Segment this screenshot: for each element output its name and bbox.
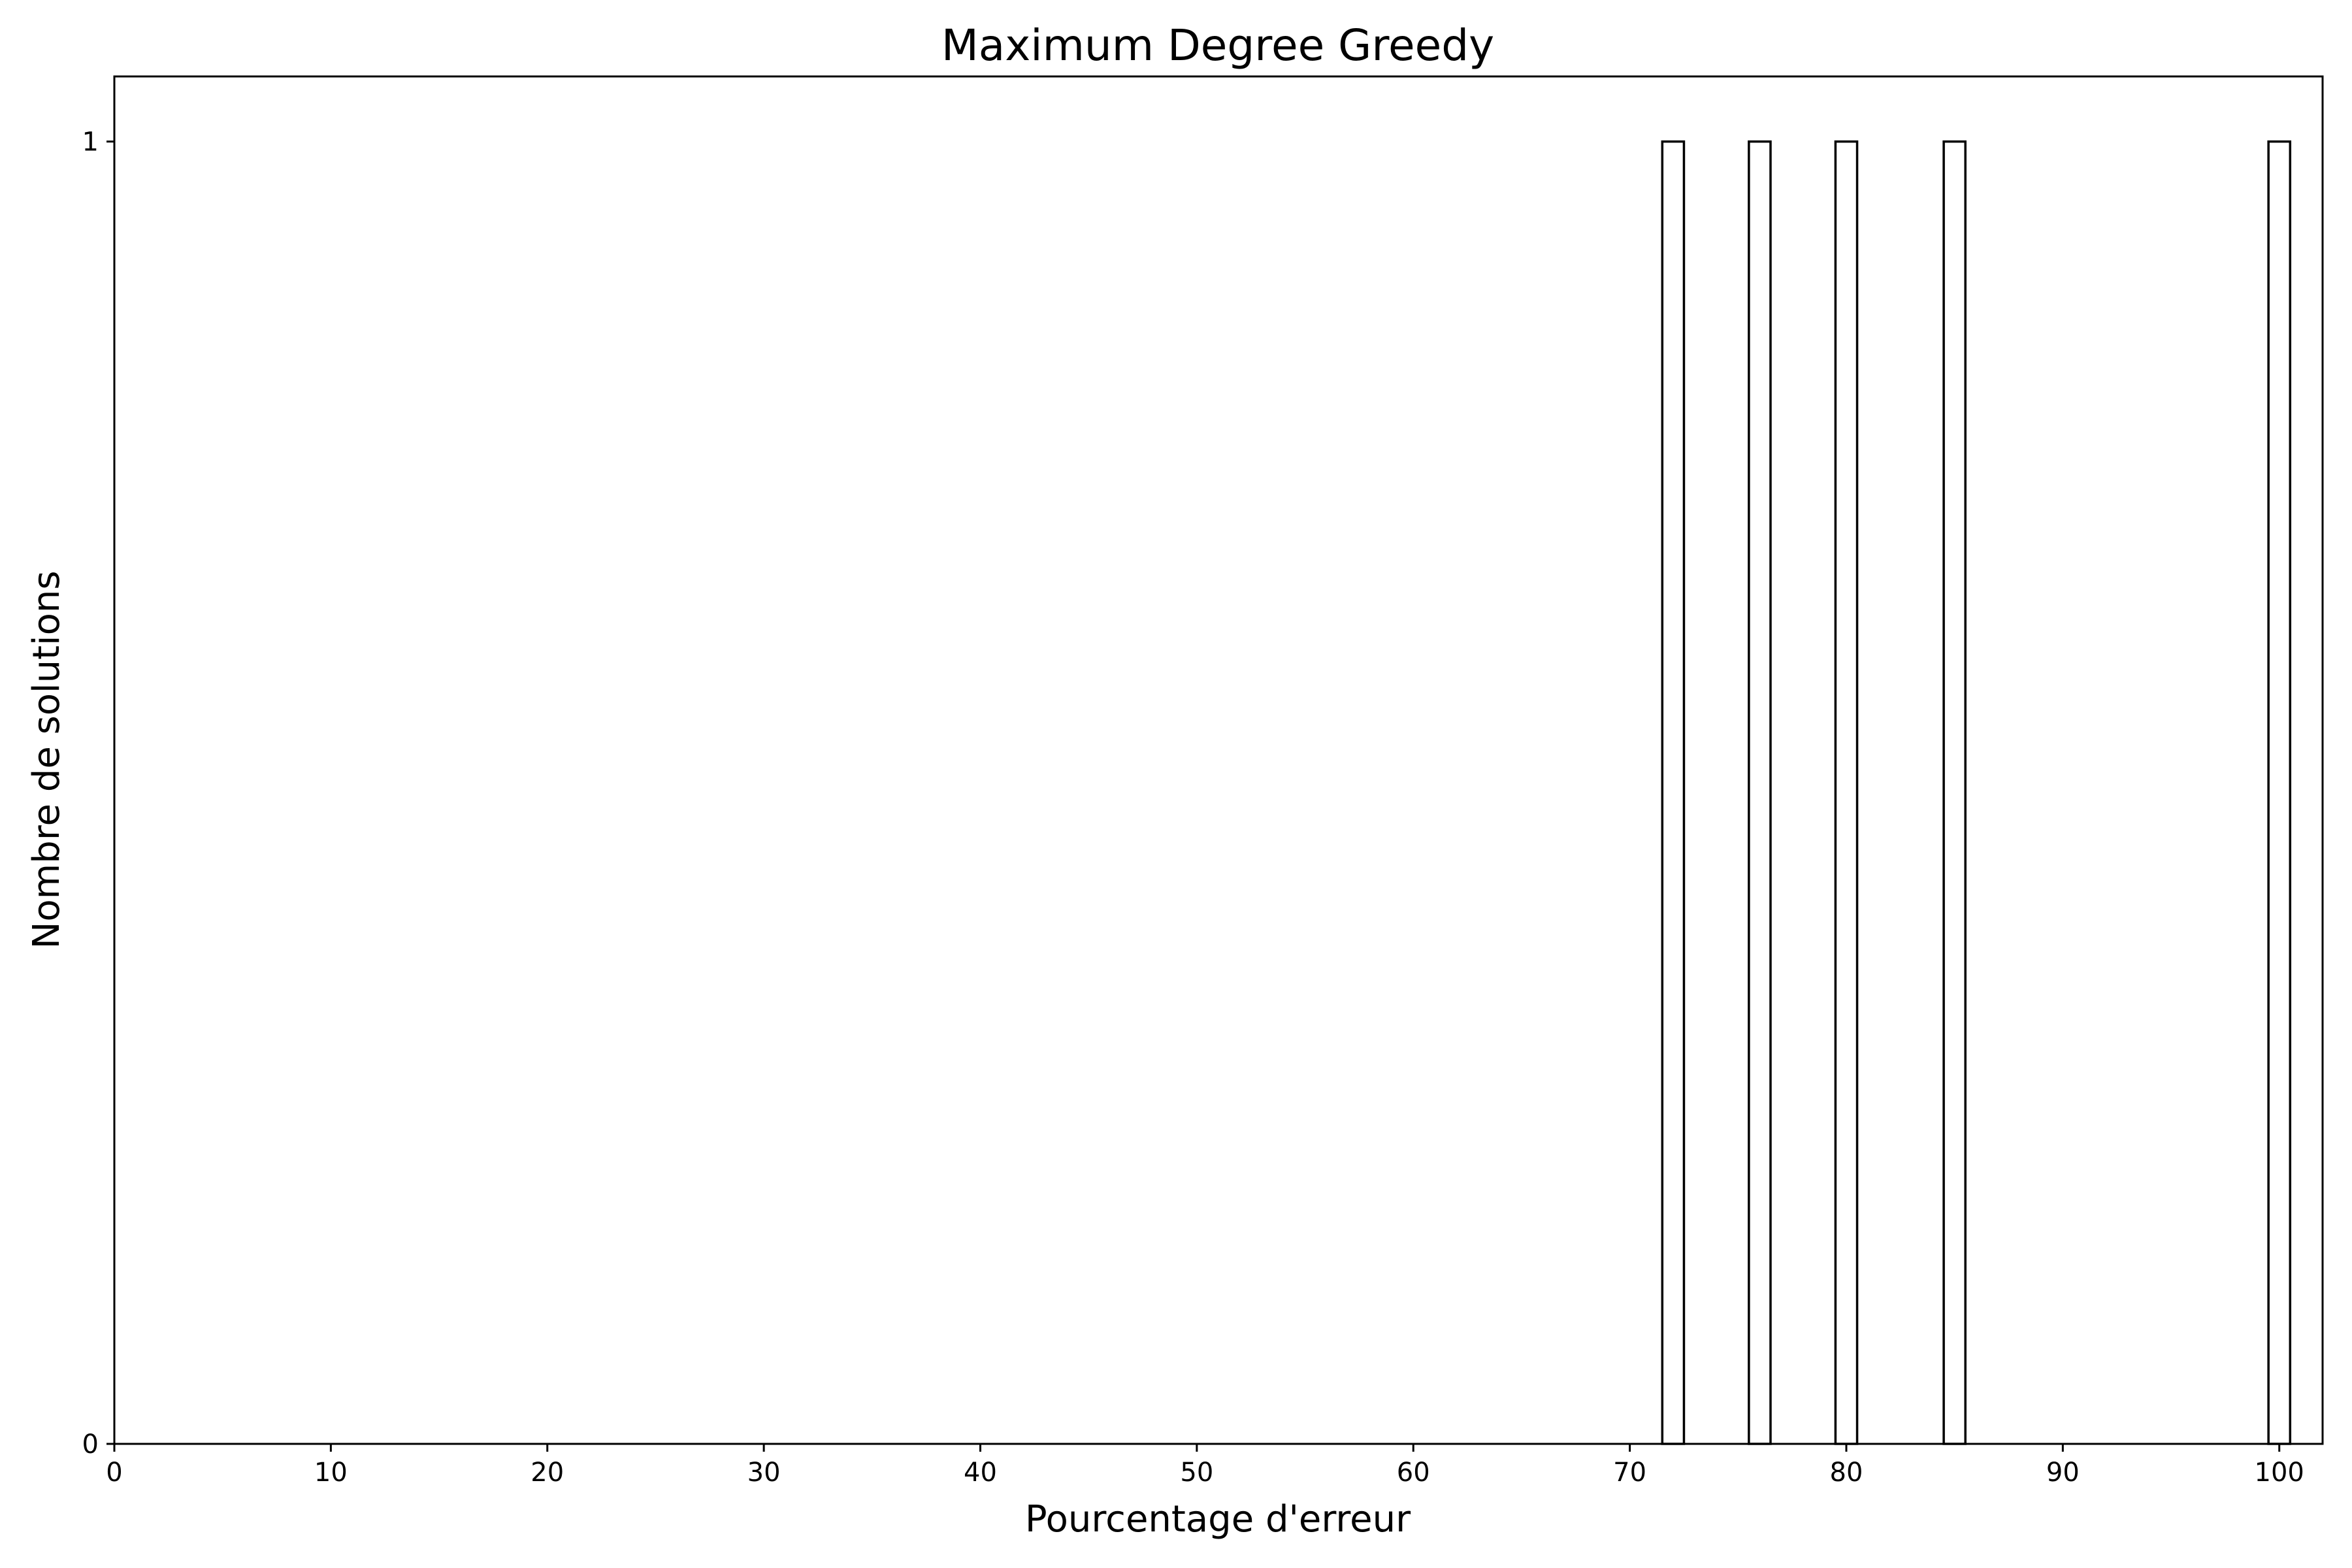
bars-layer	[1661, 140, 2292, 1445]
histogram-bar	[1834, 140, 1859, 1445]
histogram-bar	[1942, 140, 1967, 1445]
x-tick-label: 70	[1613, 1458, 1646, 1488]
x-tick-label: 0	[106, 1458, 122, 1488]
y-tick-label: 1	[82, 127, 99, 157]
x-tick-label: 90	[2046, 1458, 2080, 1488]
histogram-bar	[1748, 140, 1772, 1445]
histogram-bar	[1661, 140, 1686, 1445]
histogram-bar	[2267, 140, 2292, 1445]
x-tick-label: 40	[964, 1458, 997, 1488]
x-tick-label: 20	[531, 1458, 564, 1488]
chart-title: Maximum Degree Greedy	[941, 20, 1494, 71]
x-tick-label: 10	[314, 1458, 348, 1488]
y-axis-label: Nombre de solutions	[25, 570, 68, 949]
x-tick-label: 30	[747, 1458, 781, 1488]
y-axis-ticks: 01	[82, 127, 114, 1460]
x-tick-label: 80	[1830, 1458, 1863, 1488]
x-axis-label: Pourcentage d'erreur	[1025, 1498, 1411, 1541]
y-tick-label: 0	[82, 1429, 99, 1460]
plot-frame	[113, 75, 2324, 1445]
x-tick-label: 100	[2255, 1458, 2304, 1488]
x-tick-label: 60	[1397, 1458, 1430, 1488]
x-axis-ticks: 0 10 20 30 40 50 60 70 80 90 100	[106, 1444, 2304, 1488]
x-tick-label: 50	[1180, 1458, 1213, 1488]
